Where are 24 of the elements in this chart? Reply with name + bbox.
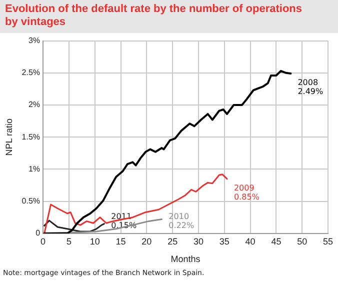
x-tick-label: 45 — [271, 236, 282, 246]
x-tick-label: 15 — [116, 236, 126, 246]
y-axis-title: NPL ratio — [4, 118, 14, 156]
x-tick-label: 50 — [297, 236, 308, 246]
y-tick-label: 2% — [28, 100, 40, 110]
x-axis-title: Months — [170, 254, 201, 264]
y-tick-label: 0.5% — [22, 196, 40, 206]
x-tick-label: 55 — [322, 236, 334, 246]
x-tick-label: 40 — [245, 236, 256, 246]
y-tick-label: 2.5% — [22, 68, 40, 78]
chart-title: Evolution of the default rate by the number of operations by vintages — [0, 0, 338, 33]
annotation: 2009 0.85% — [234, 183, 260, 202]
x-tick-label: 30 — [193, 236, 204, 246]
y-tick-label: 1% — [28, 164, 40, 174]
annotation: 2010 0.22% — [168, 212, 194, 230]
x-tick-label: 5 — [66, 236, 72, 246]
x-tick-label: 25 — [168, 236, 178, 246]
annotation: 2008 2.49% — [298, 78, 324, 96]
y-tick-label: 1.5% — [22, 132, 40, 142]
y-tick-label: 3% — [28, 36, 40, 46]
x-tick-label: 35 — [219, 236, 230, 246]
x-tick-label: 10 — [90, 236, 100, 246]
x-tick-label: 20 — [142, 236, 152, 246]
y-tick-label: 0 — [36, 228, 41, 238]
